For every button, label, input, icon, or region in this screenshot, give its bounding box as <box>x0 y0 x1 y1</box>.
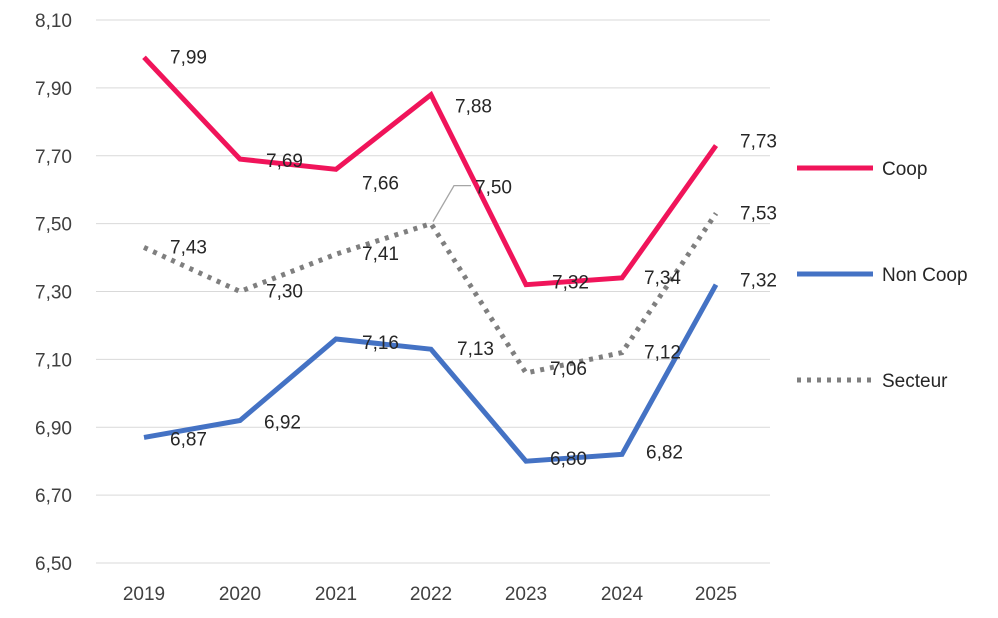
x-tick-label: 2023 <box>505 584 547 605</box>
x-tick-label: 2020 <box>219 584 261 605</box>
legend: Coop Non Coop Secteur <box>797 159 968 392</box>
x-axis: 2019 2020 2021 2022 2023 2024 2025 <box>123 584 737 605</box>
y-tick-label: 6,50 <box>35 554 72 575</box>
x-tick-label: 2024 <box>601 584 644 605</box>
legend-label: Coop <box>882 159 927 180</box>
legend-label: Secteur <box>882 371 948 392</box>
data-label: 7,30 <box>266 282 303 303</box>
data-label: 7,06 <box>550 359 587 380</box>
data-label: 7,13 <box>457 339 494 360</box>
y-tick-label: 6,70 <box>35 486 72 507</box>
data-label: 7,88 <box>455 97 492 118</box>
data-label: 7,66 <box>362 173 399 194</box>
data-label: 6,80 <box>550 449 587 470</box>
series-lines <box>142 55 719 464</box>
y-tick-label: 7,30 <box>35 283 72 304</box>
data-label: 6,87 <box>170 429 207 450</box>
y-tick-label: 6,90 <box>35 418 72 439</box>
data-label: 6,92 <box>264 412 301 433</box>
label-leader-line <box>432 184 471 222</box>
series-line-coop <box>142 55 719 288</box>
data-label: 7,41 <box>362 244 399 265</box>
data-label: 7,34 <box>644 268 681 289</box>
data-label: 7,50 <box>475 178 512 199</box>
data-label: 7,53 <box>740 203 777 224</box>
y-axis: 6,50 6,70 6,90 7,10 7,30 7,50 7,70 7,90 8,10 <box>35 11 72 575</box>
y-tick-label: 8,10 <box>35 11 72 32</box>
y-tick-label: 7,90 <box>35 79 72 100</box>
series-line-non-coop <box>143 283 719 464</box>
data-label: 6,82 <box>646 442 683 463</box>
data-label: 7,69 <box>266 151 303 172</box>
data-label: 7,12 <box>644 343 681 364</box>
y-tick-label: 7,50 <box>35 215 72 236</box>
y-tick-label: 7,10 <box>35 350 72 371</box>
x-tick-label: 2025 <box>695 584 737 605</box>
x-tick-label: 2022 <box>410 584 452 605</box>
data-label: 7,73 <box>740 132 777 153</box>
y-tick-label: 7,70 <box>35 147 72 168</box>
x-tick-label: 2019 <box>123 584 165 605</box>
data-label: 7,43 <box>170 237 207 258</box>
data-labels: 7,99 7,69 7,66 7,88 7,32 7,34 7,73 6,87 6,92 7,16… <box>170 47 777 470</box>
series-line-secteur <box>142 212 719 376</box>
data-label: 7,32 <box>552 273 589 294</box>
data-label: 7,99 <box>170 47 207 68</box>
legend-label: Non Coop <box>882 265 968 286</box>
x-tick-label: 2021 <box>315 584 357 605</box>
data-label: 7,32 <box>740 271 777 292</box>
data-label: 7,16 <box>362 333 399 354</box>
